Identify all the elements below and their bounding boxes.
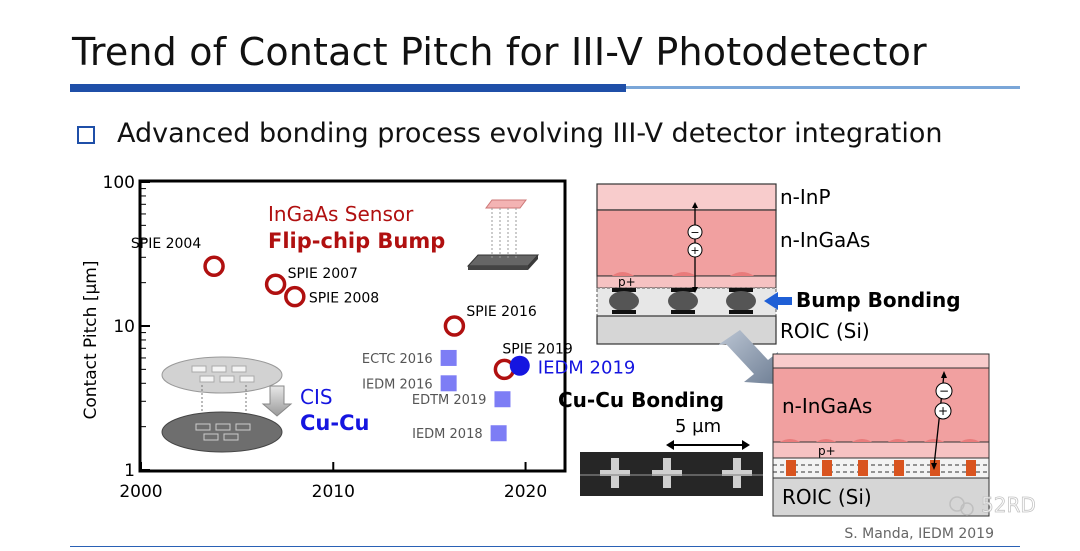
bottom-electron-icon <box>935 382 953 400</box>
y-ticks: 1 10 100 <box>103 173 150 481</box>
watermark-text: 52RD <box>981 493 1036 517</box>
bottom-p-plus-layer <box>772 441 990 459</box>
data-point-flipchip <box>203 255 225 277</box>
cucu-pads <box>786 460 976 476</box>
cis-annotation-line1: CIS <box>300 385 333 409</box>
bump-arrow-icon <box>764 292 792 310</box>
ingaas-annotation-line1: InGaAs Sensor <box>268 202 414 226</box>
top-n-ingaas-label: n-InGaAs <box>780 228 870 252</box>
flip-chip-illustration <box>466 199 540 270</box>
x-ticks: 2000 2010 2020 <box>119 462 547 502</box>
footer-rule <box>70 546 1020 547</box>
title-underline-primary <box>70 84 626 92</box>
down-arrow-icon <box>261 385 293 417</box>
x-tick-label: 2010 <box>312 482 355 502</box>
y-minor-ticks <box>141 188 146 428</box>
data-point-cucu <box>440 375 457 392</box>
hole-icon <box>687 242 703 258</box>
bullet-square-icon <box>77 126 95 144</box>
sem-cu-pads <box>600 458 752 488</box>
bottom-p-plus-regions <box>780 439 980 442</box>
bottom-roic-label: ROIC (Si) <box>782 485 872 509</box>
top-p-plus-label: p+ <box>618 275 636 289</box>
data-point-label: IEDM 2019 <box>538 358 636 379</box>
n-inp-label: n-InP <box>780 185 831 209</box>
page-title: Trend of Contact Pitch for III-V Photode… <box>72 30 927 74</box>
bottom-n-ingaas-layer <box>772 367 990 443</box>
title-underline-secondary <box>626 86 1020 89</box>
data-point-iedm2019 <box>509 355 530 376</box>
cis-wafer-illustration <box>161 356 293 453</box>
bottom-n-ingaas-label: n-InGaAs <box>782 394 872 418</box>
transition-arrow-icon <box>718 330 778 384</box>
top-minus-label: − <box>690 226 699 239</box>
scale-bar-label: 5 µm <box>675 416 721 437</box>
y-tick-label: 10 <box>113 317 135 337</box>
data-point-cucu <box>494 391 511 408</box>
watermark: 52RD <box>949 493 1036 517</box>
bottom-hole-icon <box>934 402 952 420</box>
data-point-label: SPIE 2004 <box>131 236 201 252</box>
data-point-flipchip <box>443 315 466 337</box>
bump-bonding-diagram: p+ − + n-InP n-InGaAs Bump Bonding ROIC … <box>596 183 961 345</box>
n-inp-layer <box>596 183 777 211</box>
data-point-label: EDTM 2019 <box>412 393 487 408</box>
x-tick-label: 2000 <box>119 482 162 502</box>
data-point-label: SPIE 2019 <box>502 341 572 357</box>
ingaas-annotation-line2: Flip-chip Bump <box>268 229 445 253</box>
electron-icon <box>687 224 703 240</box>
top-roic-layer <box>596 315 777 345</box>
data-point-flipchip <box>264 273 287 295</box>
bottom-p-plus-label: p+ <box>818 444 836 458</box>
cis-annotation-line2: Cu-Cu <box>300 411 369 435</box>
chart-points: SPIE 2004 SPIE 2007 SPIE 2008 SPIE 2016 SPIE… <box>131 236 636 442</box>
data-point-label: SPIE 2016 <box>466 304 536 320</box>
top-plus-label: + <box>690 244 699 257</box>
data-point-flipchip <box>284 285 306 308</box>
data-point-cucu <box>490 425 507 442</box>
contact-pitch-chart: 2000 2010 2020 1 10 100 Contact Pitch [µm] <box>81 173 635 502</box>
data-point-label: ECTC 2016 <box>362 352 433 367</box>
bumps <box>609 288 756 314</box>
data-point-cucu <box>440 349 457 366</box>
bottom-minus-label: − <box>939 384 949 398</box>
bump-bonding-label: Bump Bonding <box>796 288 961 312</box>
data-point-label: SPIE 2007 <box>288 266 358 282</box>
citation: S. Manda, IEDM 2019 <box>844 526 994 542</box>
n-ingaas-layer <box>596 209 777 277</box>
cucu-bonding-label: Cu-Cu Bonding <box>558 388 724 412</box>
y-tick-label: 100 <box>103 173 135 193</box>
cucu-bond-layer <box>772 457 990 479</box>
y-axis-label: Contact Pitch [µm] <box>81 261 101 420</box>
top-roic-label: ROIC (Si) <box>780 319 870 343</box>
bottom-top-layer <box>772 353 990 369</box>
cucu-bonding-diagram: Cu-Cu Bonding 5 µm p+ − <box>558 353 990 517</box>
x-tick-label: 2020 <box>504 482 547 502</box>
data-point-label: IEDM 2018 <box>412 427 483 442</box>
bottom-plus-label: + <box>938 404 948 418</box>
data-point-label: SPIE 2008 <box>309 291 379 307</box>
bullet-text: Advanced bonding process evolving III-V … <box>117 118 943 149</box>
y-tick-label: 1 <box>124 461 135 481</box>
data-point-label: IEDM 2016 <box>362 377 433 392</box>
